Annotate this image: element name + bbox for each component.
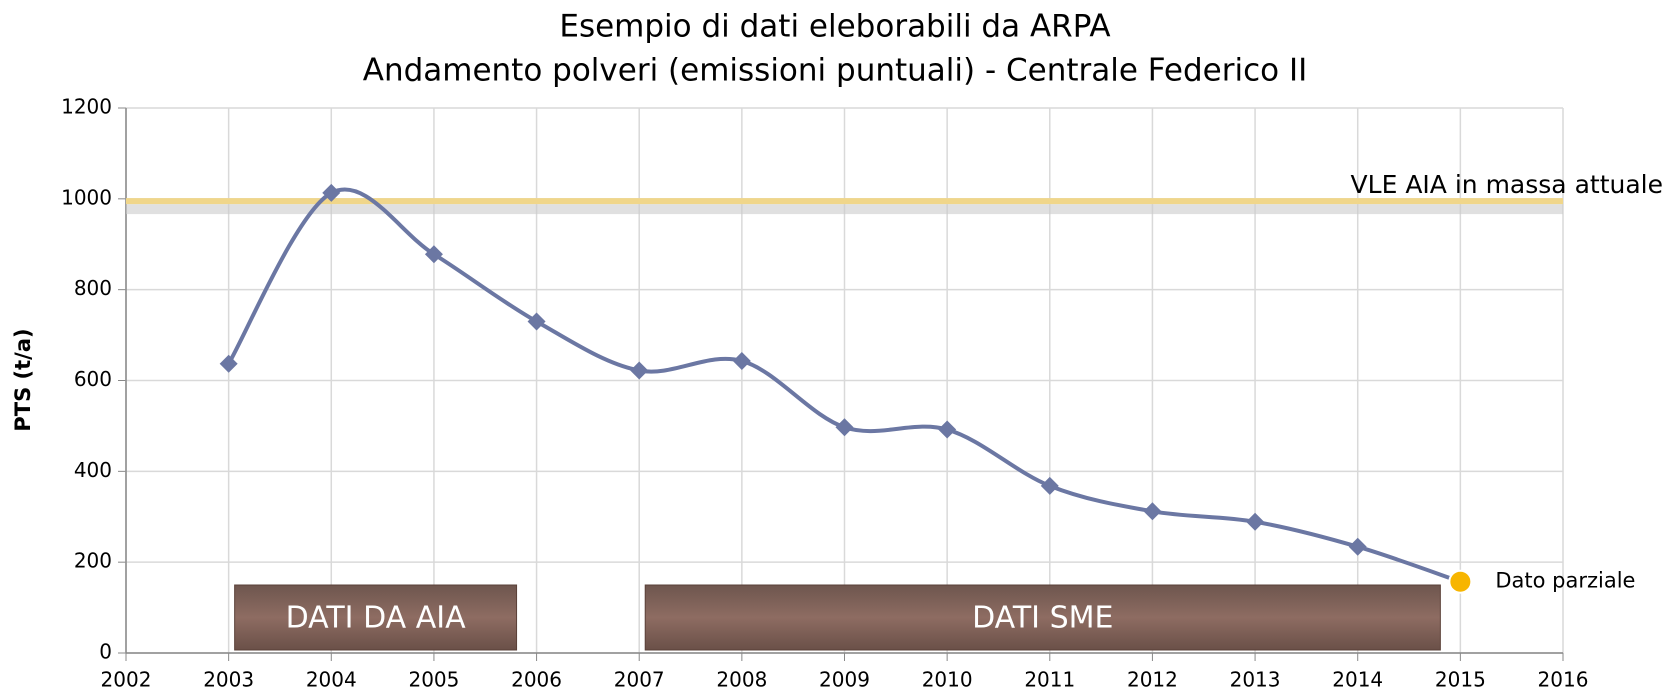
y-tick-label: 200 (74, 549, 112, 573)
chart-subtitle: Andamento polveri (emissioni puntuali) -… (363, 53, 1308, 89)
period-label: DATI DA AIA (286, 601, 466, 636)
data-point (835, 418, 854, 437)
x-tick-label: 2009 (819, 668, 870, 692)
data-point (322, 183, 341, 202)
period-box (644, 584, 1441, 651)
partial-label: Dato parziale (1495, 569, 1635, 593)
data-point (1348, 537, 1367, 556)
period-box (234, 584, 518, 651)
x-tick-label: 2010 (922, 668, 973, 692)
y-tick-label: 0 (99, 640, 112, 664)
y-tick-label: 800 (74, 276, 112, 300)
x-tick-label: 2011 (1024, 668, 1075, 692)
x-tick-label: 2013 (1230, 668, 1281, 692)
x-tick-label: 2014 (1332, 668, 1383, 692)
data-point (424, 245, 443, 264)
chart-title: Esempio di dati eleborabili da ARPA (559, 9, 1110, 45)
x-tick-label: 2012 (1127, 668, 1178, 692)
x-tick-label: 2008 (716, 668, 767, 692)
y-tick-label: 600 (74, 367, 112, 391)
partial-point (1448, 569, 1473, 594)
x-tick-label: 2007 (614, 668, 665, 692)
x-tick-label: 2005 (408, 668, 459, 692)
reference-shadow (126, 204, 1563, 215)
y-tick-label: 1000 (61, 185, 112, 209)
x-tick-label: 2015 (1435, 668, 1486, 692)
reference-label: VLE AIA in massa attuale (1351, 170, 1663, 199)
period-label: DATI SME (972, 601, 1113, 636)
y-axis-label: PTS (t/a) (11, 328, 35, 431)
x-tick-label: 2004 (306, 668, 357, 692)
y-tick-label: 400 (74, 458, 112, 482)
y-tick-label: 1200 (61, 95, 112, 119)
data-point (732, 351, 751, 370)
data-point (630, 361, 649, 380)
x-tick-label: 2006 (511, 668, 562, 692)
data-point (1246, 512, 1265, 531)
data-point (1040, 476, 1059, 495)
data-point (219, 354, 238, 373)
data-point (938, 420, 957, 439)
x-tick-label: 2003 (203, 668, 254, 692)
data-point (1143, 502, 1162, 521)
x-tick-label: 2016 (1538, 668, 1589, 692)
data-point (527, 312, 546, 331)
x-tick-label: 2002 (101, 668, 152, 692)
